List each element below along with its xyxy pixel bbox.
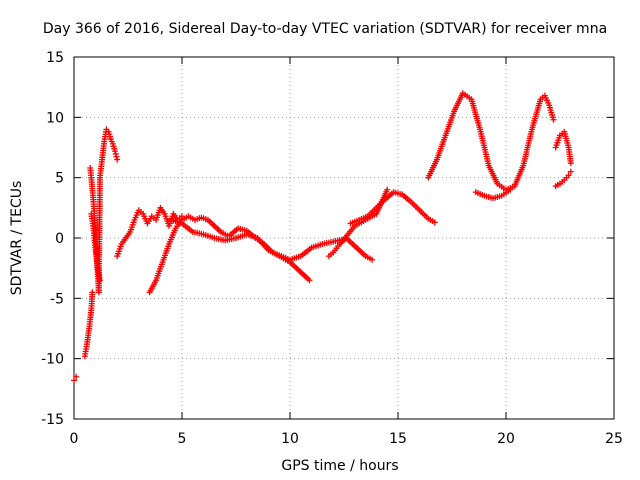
x-tick-label: 5 <box>178 431 187 447</box>
data-point-marker <box>550 116 557 123</box>
data-point-marker <box>369 256 376 263</box>
x-tick-label: 10 <box>281 431 299 447</box>
y-tick-label: -5 <box>50 291 64 307</box>
data-point-marker <box>89 289 96 296</box>
y-tick-label: -15 <box>41 412 64 428</box>
chart-title: Day 366 of 2016, Sidereal Day-to-day VTE… <box>43 21 607 37</box>
data-point-marker <box>73 373 80 380</box>
y-tick-label: 15 <box>46 50 64 66</box>
data-point-marker <box>507 186 514 193</box>
y-tick-label: 5 <box>55 171 64 187</box>
data-point-marker <box>96 277 103 284</box>
data-point-marker <box>112 150 119 157</box>
axis-ticks: 0 5 10 15 20 25 -15 -10 -5 0 5 10 15 <box>41 50 623 447</box>
data-points <box>71 90 574 384</box>
data-point-marker <box>384 186 391 193</box>
grid <box>74 57 614 419</box>
x-tick-label: 15 <box>389 431 407 447</box>
data-point-marker <box>114 156 121 163</box>
y-axis-label: SDTVAR / TECUs <box>9 181 25 296</box>
data-point-marker <box>306 277 313 284</box>
data-point-marker <box>567 168 574 175</box>
x-axis-label: GPS time / hours <box>281 458 398 474</box>
data-point-marker <box>565 172 572 179</box>
x-tick-label: 20 <box>497 431 515 447</box>
data-point-marker <box>112 148 119 155</box>
x-tick-label: 25 <box>605 431 623 447</box>
y-tick-label: 10 <box>46 110 64 126</box>
data-point-marker <box>567 160 574 167</box>
data-point-marker <box>71 377 77 384</box>
y-tick-label: 0 <box>55 231 64 247</box>
data-point-marker <box>113 153 120 160</box>
x-tick-label: 0 <box>70 431 79 447</box>
data-point-marker <box>431 219 438 226</box>
y-tick-label: -10 <box>41 352 64 368</box>
